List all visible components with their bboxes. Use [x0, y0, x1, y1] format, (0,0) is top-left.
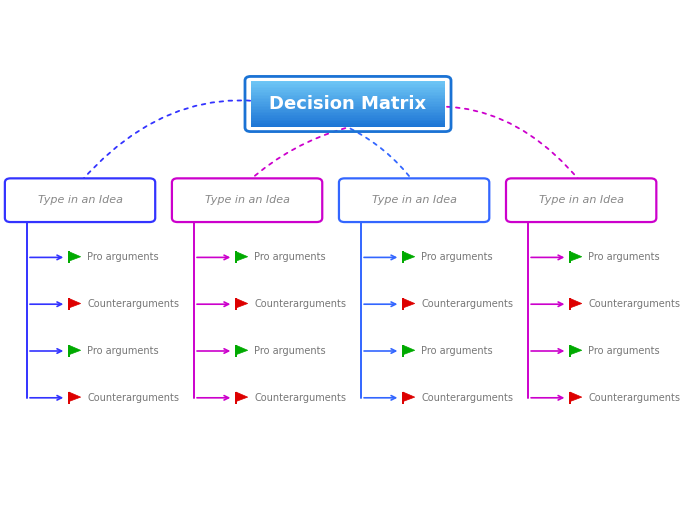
Polygon shape	[570, 298, 582, 308]
Text: Pro arguments: Pro arguments	[87, 252, 159, 263]
Bar	[251, 84, 445, 85]
Bar	[251, 81, 445, 82]
Bar	[251, 90, 445, 92]
Bar	[251, 99, 445, 101]
Polygon shape	[69, 392, 81, 401]
Bar	[251, 112, 445, 113]
Text: Pro arguments: Pro arguments	[254, 252, 326, 263]
Polygon shape	[403, 392, 415, 401]
FancyBboxPatch shape	[506, 178, 656, 222]
Polygon shape	[403, 252, 415, 261]
Bar	[251, 118, 445, 120]
Text: Counterarguments: Counterarguments	[421, 393, 513, 403]
Polygon shape	[236, 252, 248, 261]
Polygon shape	[69, 298, 81, 308]
Polygon shape	[69, 345, 81, 355]
Bar	[251, 92, 445, 93]
FancyBboxPatch shape	[172, 178, 322, 222]
Bar	[251, 96, 445, 98]
Bar	[251, 113, 445, 115]
FancyBboxPatch shape	[339, 178, 489, 222]
Bar	[251, 115, 445, 116]
Bar	[251, 93, 445, 95]
Bar	[251, 101, 445, 102]
Bar	[251, 123, 445, 124]
Bar	[251, 121, 445, 123]
Polygon shape	[570, 392, 582, 401]
FancyArrowPatch shape	[351, 107, 579, 180]
FancyArrowPatch shape	[82, 100, 345, 180]
Polygon shape	[236, 345, 248, 355]
Bar	[251, 102, 445, 104]
Text: Counterarguments: Counterarguments	[588, 393, 680, 403]
Bar	[251, 124, 445, 126]
FancyBboxPatch shape	[5, 178, 155, 222]
Bar	[251, 88, 445, 90]
Text: Decision Matrix: Decision Matrix	[269, 95, 427, 113]
Text: Pro arguments: Pro arguments	[87, 346, 159, 356]
Text: Counterarguments: Counterarguments	[588, 299, 680, 309]
Bar	[251, 98, 445, 99]
Text: Pro arguments: Pro arguments	[588, 252, 660, 263]
FancyArrowPatch shape	[351, 128, 413, 180]
Text: Pro arguments: Pro arguments	[254, 346, 326, 356]
Bar	[251, 109, 445, 110]
Bar	[251, 87, 445, 88]
Polygon shape	[236, 298, 248, 308]
Polygon shape	[69, 252, 81, 261]
Text: Type in an Idea: Type in an Idea	[539, 195, 624, 205]
Text: Pro arguments: Pro arguments	[421, 252, 493, 263]
Bar	[251, 85, 445, 87]
Bar	[251, 116, 445, 118]
Polygon shape	[403, 345, 415, 355]
Text: Pro arguments: Pro arguments	[588, 346, 660, 356]
Polygon shape	[570, 345, 582, 355]
Bar	[251, 106, 445, 107]
Bar	[251, 95, 445, 96]
Polygon shape	[570, 252, 582, 261]
Text: Counterarguments: Counterarguments	[254, 299, 346, 309]
Bar	[251, 82, 445, 84]
Bar	[251, 120, 445, 121]
Polygon shape	[403, 298, 415, 308]
Bar	[251, 104, 445, 106]
Bar	[251, 126, 445, 127]
Text: Type in an Idea: Type in an Idea	[372, 195, 457, 205]
FancyArrowPatch shape	[249, 128, 345, 180]
Text: Type in an Idea: Type in an Idea	[38, 195, 122, 205]
Text: Pro arguments: Pro arguments	[421, 346, 493, 356]
Bar	[251, 107, 445, 109]
Text: Type in an Idea: Type in an Idea	[205, 195, 290, 205]
Text: Counterarguments: Counterarguments	[421, 299, 513, 309]
Text: Counterarguments: Counterarguments	[87, 299, 179, 309]
Polygon shape	[236, 392, 248, 401]
Text: Counterarguments: Counterarguments	[254, 393, 346, 403]
Text: Counterarguments: Counterarguments	[87, 393, 179, 403]
Bar	[251, 110, 445, 112]
